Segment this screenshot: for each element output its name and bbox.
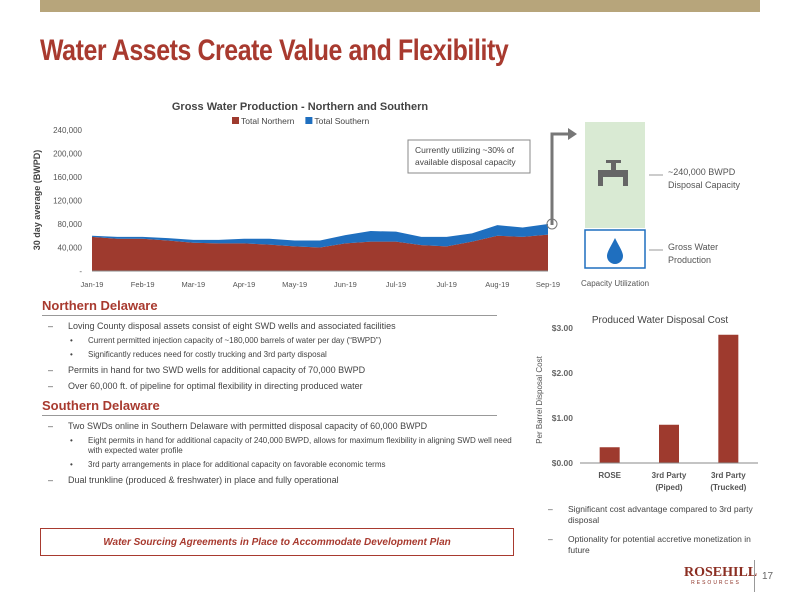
callout-box: Water Sourcing Agreements in Place to Ac…: [40, 528, 514, 556]
drop-icon: [607, 238, 623, 264]
bullet: Loving County disposal assets consist of…: [42, 321, 512, 332]
y-tick-label: 40,000: [58, 244, 83, 253]
area: [92, 234, 548, 271]
y-tick-label: $2.00: [552, 368, 574, 378]
section-heading: Southern Delaware: [42, 398, 497, 416]
sub-bullet: 3rd party arrangements in place for addi…: [42, 460, 512, 470]
x-tick-label: May-19: [282, 280, 307, 289]
y-axis-label: 30 day average (BWPD): [32, 150, 42, 251]
x-tick-label: 3rd Party: [711, 471, 746, 480]
sub-bullet: Significantly reduces need for costly tr…: [42, 350, 512, 360]
y-tick-label: 200,000: [53, 150, 82, 159]
annotation-arrow: [550, 132, 568, 225]
x-tick-label: ROSE: [598, 471, 621, 480]
y-tick-label: $0.00: [552, 458, 574, 468]
bar: [659, 424, 679, 463]
disposal-label: ~240,000 BWPD: [668, 167, 736, 177]
faucet-icon: [598, 160, 628, 186]
bullet: Dual trunkline (produced & freshwater) i…: [42, 475, 512, 486]
y-tick-label: -: [79, 267, 82, 276]
arrow-head: [568, 128, 577, 140]
y-tick-label: $3.00: [552, 323, 574, 333]
slide-title: Water Assets Create Value and Flexibilit…: [40, 34, 509, 67]
bullet: Two SWDs online in Southern Delaware wit…: [42, 421, 512, 432]
legend-swatch: [305, 117, 313, 124]
logo-name: ROSEHILL: [684, 565, 758, 580]
y-axis-label: Per Barrel Disposal Cost: [535, 355, 544, 443]
y-tick-label: 240,000: [53, 126, 82, 135]
cost-note: Optionality for potential accretive mone…: [540, 534, 760, 556]
bar: [718, 334, 739, 463]
top-bar: [40, 0, 760, 12]
callout: Water Sourcing Agreements in Place to Ac…: [103, 536, 451, 548]
x-tick-label: Jun-19: [334, 280, 357, 289]
section: Northern Delaware Loving County disposal …: [42, 298, 512, 392]
bullet: Permits in hand for two SWD wells for ad…: [42, 365, 512, 376]
annotation-text: Currently utilizing ~30% of: [415, 145, 515, 155]
capacity-label: Capacity Utilization: [581, 279, 649, 288]
sections: Northern Delaware Loving County disposal …: [42, 298, 512, 492]
y-tick-label: 80,000: [58, 220, 83, 229]
y-tick-label: 120,000: [53, 197, 82, 206]
area: [92, 224, 548, 248]
x-tick-label: (Piped): [655, 483, 682, 492]
x-tick-label: (Trucked): [710, 483, 746, 492]
legend-swatch: [232, 117, 239, 124]
cost-note: Significant cost advantage compared to 3…: [540, 504, 760, 526]
annotation-marker: [546, 218, 558, 230]
x-tick-label: Jan-19: [81, 280, 104, 289]
x-tick-label: Jul-19: [386, 280, 406, 289]
x-tick-label: Sep-19: [536, 280, 560, 289]
divider: [754, 560, 755, 592]
logo-sub: RESOURCES: [691, 580, 741, 586]
section-heading: Northern Delaware: [42, 298, 497, 316]
bar: [599, 447, 620, 463]
x-tick-label: Mar-19: [181, 280, 205, 289]
section: Southern Delaware Two SWDs online in Sout…: [42, 398, 512, 486]
sub-bullet: Eight permits in hand for additional cap…: [42, 436, 512, 456]
legend-label: Total Southern: [314, 116, 369, 126]
legend-label: Total Northern: [241, 116, 295, 126]
annotation-box: [407, 139, 531, 174]
annotation-text: available disposal capacity: [415, 157, 516, 167]
chart-title: Gross Water Production - Northern and So…: [172, 101, 429, 113]
sub-bullet: Current permitted injection capacity of …: [42, 336, 512, 346]
production-label: Production: [668, 255, 711, 265]
page-number: 17: [762, 571, 774, 582]
y-tick-label: 160,000: [53, 173, 82, 182]
production-label: Gross Water: [668, 242, 718, 252]
disposal-label: Disposal Capacity: [668, 180, 741, 190]
bullet: Over 60,000 ft. of pipeline for optimal …: [42, 381, 512, 392]
x-tick-label: 3rd Party: [652, 471, 687, 480]
y-tick-label: $1.00: [552, 413, 574, 423]
cost-notes: Significant cost advantage compared to 3…: [540, 496, 760, 556]
x-tick-label: Jul-19: [436, 280, 456, 289]
logo: ROSEHILL RESOURCES: [684, 565, 758, 587]
x-tick-label: Aug-19: [485, 280, 509, 289]
chart-title: Produced Water Disposal Cost: [592, 315, 729, 326]
x-tick-label: Apr-19: [233, 280, 256, 289]
x-tick-label: Feb-19: [131, 280, 155, 289]
